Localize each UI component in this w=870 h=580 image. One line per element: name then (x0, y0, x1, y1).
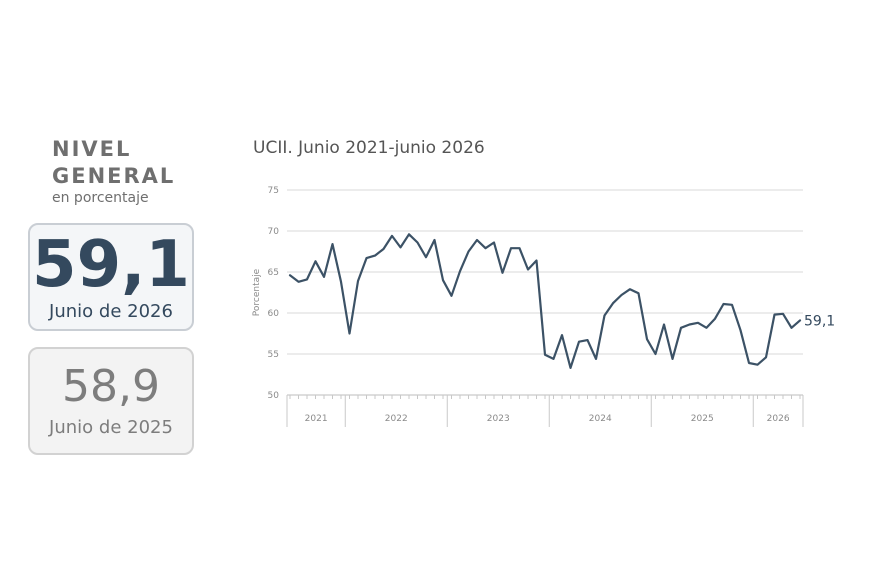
y-tick-label: 50 (268, 391, 280, 401)
x-tick-label: 2022 (385, 414, 408, 424)
x-tick-label: 2025 (691, 414, 714, 424)
previous-value-card: 58,9 Junio de 2025 (28, 347, 194, 455)
current-value: 59,1 (32, 228, 190, 302)
y-tick-label: 75 (268, 186, 279, 196)
x-tick-label: 2024 (589, 414, 612, 424)
chart-title: UCII. Junio 2021-junio 2026 (253, 138, 485, 158)
current-date: Junio de 2026 (49, 301, 173, 322)
x-tick-label: 2026 (767, 414, 790, 424)
end-value-label: 59,1 (804, 313, 835, 329)
previous-date: Junio de 2025 (49, 417, 173, 438)
indicator-heading: NIVEL GENERAL en porcentaje (52, 136, 175, 206)
previous-value: 58,9 (62, 361, 160, 412)
y-tick-label: 60 (268, 309, 280, 319)
y-tick-label: 70 (268, 227, 280, 237)
series-line (288, 233, 802, 369)
y-tick-label: 65 (268, 268, 279, 278)
x-tick-label: 2021 (305, 414, 328, 424)
current-value-card: 59,1 Junio de 2026 (28, 223, 194, 331)
heading-line-2: GENERAL (52, 164, 176, 188)
heading-subtitle: en porcentaje (52, 190, 149, 206)
heading-line-1: NIVEL (52, 137, 132, 161)
y-axis-label: Porcentaje (252, 268, 262, 316)
y-tick-label: 55 (268, 350, 279, 360)
x-tick-label: 2023 (487, 414, 510, 424)
